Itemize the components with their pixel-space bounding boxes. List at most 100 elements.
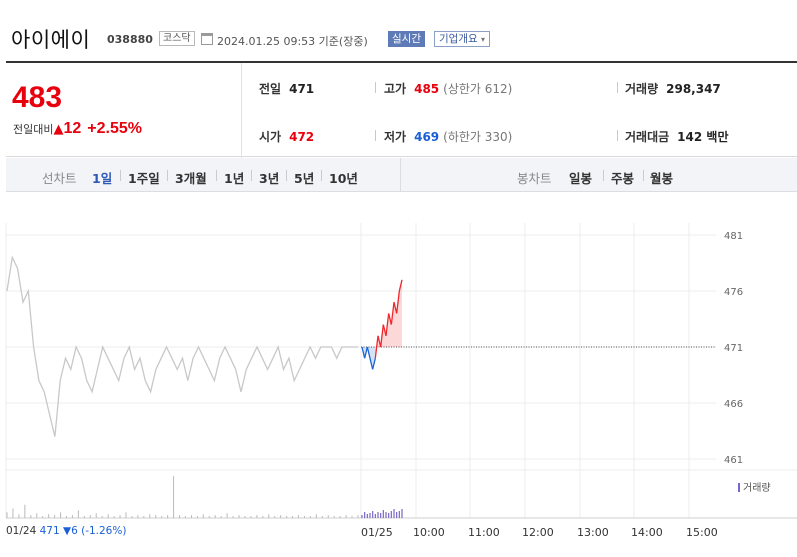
stock-code: 038880 [107,33,153,46]
line-chart-label: 선차트 [42,171,77,186]
stat-value: 472 [289,130,315,144]
stat-label: 시가 [259,130,282,144]
today-area-segment [396,291,400,347]
stock-header: 아이에이 038880 코스닥 2024.01.25 09:53 기준(장중) … [0,0,797,60]
stat-value: 485 [414,82,440,96]
y-tick-label: 461 [724,455,743,466]
period-3m[interactable]: 3개월 [175,171,207,186]
current-price-panel: 483 전일대비▲12 +2.55% [6,63,242,158]
today-line-segment [372,358,376,370]
divider [321,170,322,181]
stat-volume: 거래량 298,347 [625,80,721,97]
today-area-segment [391,302,394,347]
stat-label: 거래대금 [625,130,670,144]
lower-limit: (하한가 330) [443,130,513,144]
today-line-segment [374,335,379,359]
today-line-segment [364,346,368,359]
upper-limit: (상한가 612) [443,82,513,96]
stock-name: 아이에이 [11,28,91,52]
period-1y[interactable]: 1년 [224,171,245,186]
divider [617,82,618,93]
stat-value: 469 [414,130,440,144]
stat-trade-amount: 거래대금 142 백만 [625,128,728,145]
today-line-segment [380,324,384,348]
candle-monthly[interactable]: 월봉 [650,171,674,186]
x-tick-label: 12:00 [522,526,554,539]
price-change: 전일대비▲12 +2.55% [13,120,142,138]
today-line-segment [385,313,390,336]
today-line-segment [398,279,403,292]
today-area-segment [388,313,392,347]
stat-value: 471 [289,82,315,96]
divider [643,170,644,181]
today-area-segment [399,279,402,347]
prev-day-change: ▼6 (-1.26%) [63,525,127,537]
divider [375,130,376,141]
today-line-segment [388,313,392,325]
prev-day-line [6,255,358,437]
prev-day-info: 01/24 471 ▼6 (-1.26%) [6,525,126,537]
change-percent: +2.55% [87,120,142,137]
period-1w[interactable]: 1주일 [128,171,160,186]
candle-chart-label: 봉차트 [517,171,552,186]
stat-label: 고가 [384,82,407,96]
today-line-segment [390,302,395,325]
divider [286,170,287,181]
price-summary: 483 전일대비▲12 +2.55% 전일 471 시가 472 고가 485 (상한가 … [6,61,797,158]
up-triangle-icon: ▲ [53,122,64,137]
divider [167,170,168,181]
today-line-segment [366,346,371,359]
candle-daily[interactable]: 일봉 [569,171,593,186]
price-chart[interactable]: 481 476 471 466 461 01/25 10:00 11:00 12:00 13:00… [0,193,797,557]
today-line-segment [361,346,366,359]
volume-legend-label: 거래량 [743,483,771,494]
market-badge: 코스닥 [159,31,195,46]
quote-datetime: 2024.01.25 09:53 기준(장중) [217,35,368,48]
change-label: 전일대비 [13,123,54,136]
company-overview-dropdown[interactable]: 기업개요 ▾ [434,31,490,47]
candle-weekly[interactable]: 주봉 [611,171,635,186]
x-tick-label: 11:00 [468,526,500,539]
x-tick-label: 01/25 [361,526,393,539]
stat-value: 142 백만 [677,130,729,144]
stat-label: 거래량 [625,82,659,96]
stat-low: 저가 469 (하한가 330) [384,128,512,145]
price-chart-svg: 481 476 471 466 461 01/25 10:00 11:00 12:00 13:00… [5,223,797,539]
divider [375,82,376,93]
stat-value: 298,347 [666,82,721,96]
divider [400,158,401,192]
realtime-button[interactable]: 실시간 [388,31,425,47]
period-5y[interactable]: 5년 [294,171,315,186]
divider [216,170,217,181]
today-line-segment [393,302,398,314]
volume-legend-swatch [738,483,740,492]
stat-label: 전일 [259,82,282,96]
divider [603,170,604,181]
y-tick-label: 466 [724,399,743,410]
period-selector: 선차트 1일 1주일 3개월 1년 3년 5년 10년 봉차트 일봉 주봉 월봉 [6,158,797,192]
today-line-segment [396,290,400,314]
stat-high: 고가 485 (상한가 612) [384,80,512,97]
x-tick-label: 13:00 [577,526,609,539]
stat-prev-close: 전일 471 [259,80,314,97]
x-tick-label: 14:00 [631,526,663,539]
prev-day-close: 471 [39,525,60,537]
today-line-segment [382,324,387,336]
y-tick-label: 471 [724,343,743,354]
period-10y[interactable]: 10년 [329,171,358,186]
chevron-down-icon: ▾ [480,35,485,44]
current-price: 483 [12,81,63,114]
divider [251,170,252,181]
stat-label: 저가 [384,130,407,144]
company-overview-label: 기업개요 [439,33,478,45]
today-line-segment [369,358,374,370]
x-tick-label: 10:00 [413,526,445,539]
period-1d[interactable]: 1일 [92,171,113,186]
divider [120,170,121,181]
period-3y[interactable]: 3년 [259,171,280,186]
stat-open: 시가 472 [259,128,314,145]
y-tick-label: 481 [724,231,743,242]
volume-legend: 거래량 [738,479,771,494]
divider [617,130,618,141]
change-value: 12 [63,120,82,137]
